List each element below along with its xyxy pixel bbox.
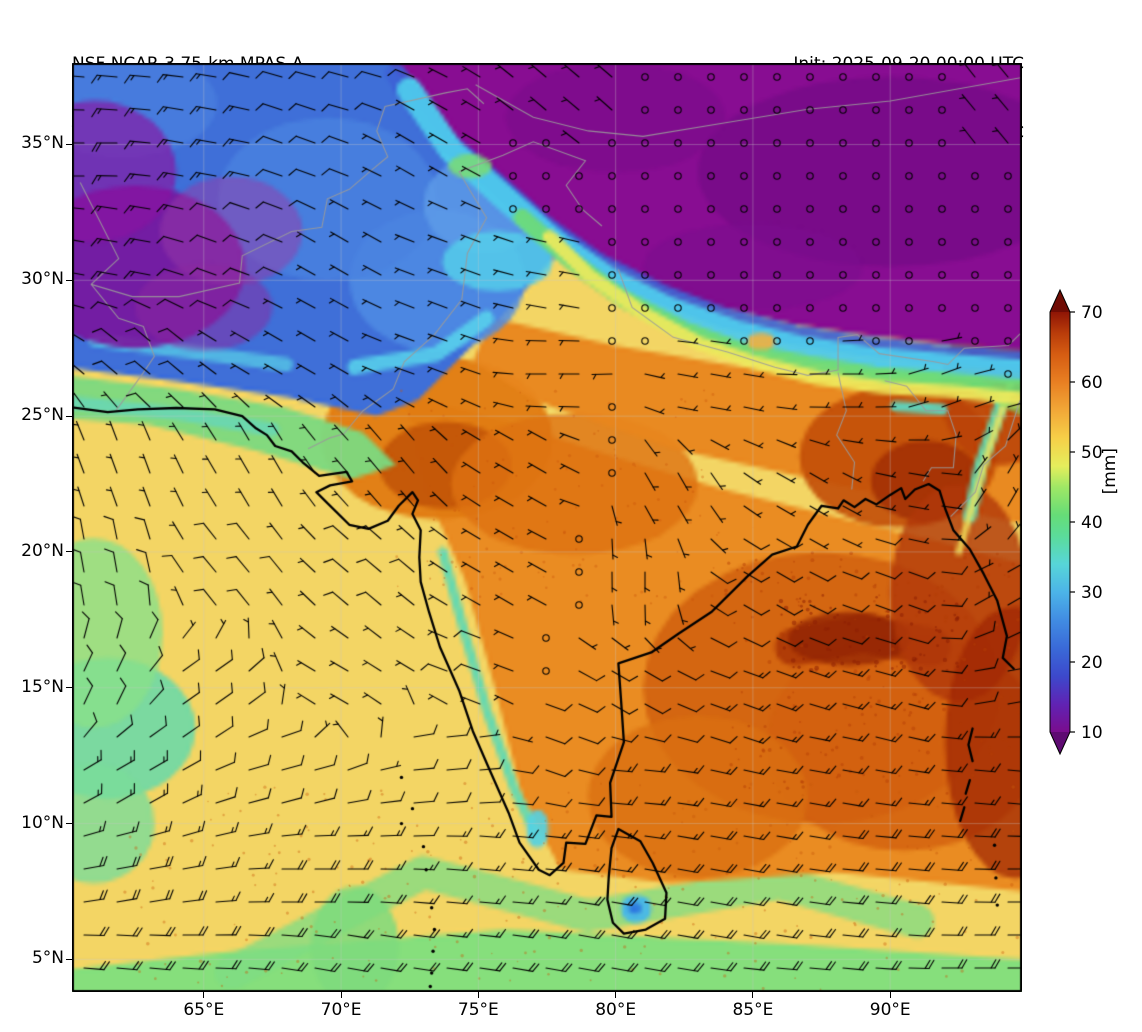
x-tick-mark	[615, 992, 617, 998]
x-tick-mark	[889, 992, 891, 998]
colorbar-tick-label: 10	[1081, 723, 1103, 743]
y-tick-mark	[66, 823, 72, 825]
x-tick-label: 70°E	[320, 1000, 362, 1020]
y-tick-label: 25°N	[21, 405, 64, 426]
x-tick-label: 65°E	[183, 1000, 225, 1020]
y-tick-mark	[66, 958, 72, 960]
tpw-wind-map-canvas	[72, 63, 1022, 992]
colorbar-tick-label: 50	[1081, 443, 1103, 463]
y-tick-label: 35°N	[21, 133, 64, 154]
colorbar-tick-label: 30	[1081, 583, 1103, 603]
colorbar-units-label: [mm]	[1100, 448, 1120, 495]
y-tick-mark	[66, 143, 72, 145]
x-tick-mark	[203, 992, 205, 998]
colorbar-over-arrow	[1050, 290, 1070, 312]
x-tick-label: 90°E	[869, 1000, 911, 1020]
colorbar-tick-label: 20	[1081, 653, 1103, 673]
colorbar-tick-label: 70	[1081, 303, 1103, 323]
x-tick-mark	[340, 992, 342, 998]
colorbar: 10 20 30 40 50 60 70	[1049, 288, 1103, 756]
y-tick-mark	[66, 687, 72, 689]
x-tick-label: 80°E	[595, 1000, 637, 1020]
colorbar-under-arrow	[1050, 732, 1070, 754]
colorbar-tick-label: 40	[1081, 513, 1103, 533]
x-tick-label: 85°E	[732, 1000, 774, 1020]
colorbar-gradient	[1050, 312, 1070, 732]
x-tick-label: 75°E	[457, 1000, 499, 1020]
y-tick-label: 5°N	[31, 948, 64, 969]
y-tick-label: 15°N	[21, 676, 64, 697]
colorbar-tick-label: 60	[1081, 373, 1103, 393]
y-tick-label: 20°N	[21, 540, 64, 561]
y-tick-label: 10°N	[21, 812, 64, 833]
y-tick-label: 30°N	[21, 269, 64, 290]
y-tick-mark	[66, 415, 72, 417]
x-tick-mark	[752, 992, 754, 998]
y-tick-mark	[66, 551, 72, 553]
map-plot-area	[72, 63, 1022, 992]
y-tick-mark	[66, 279, 72, 281]
x-tick-mark	[477, 992, 479, 998]
